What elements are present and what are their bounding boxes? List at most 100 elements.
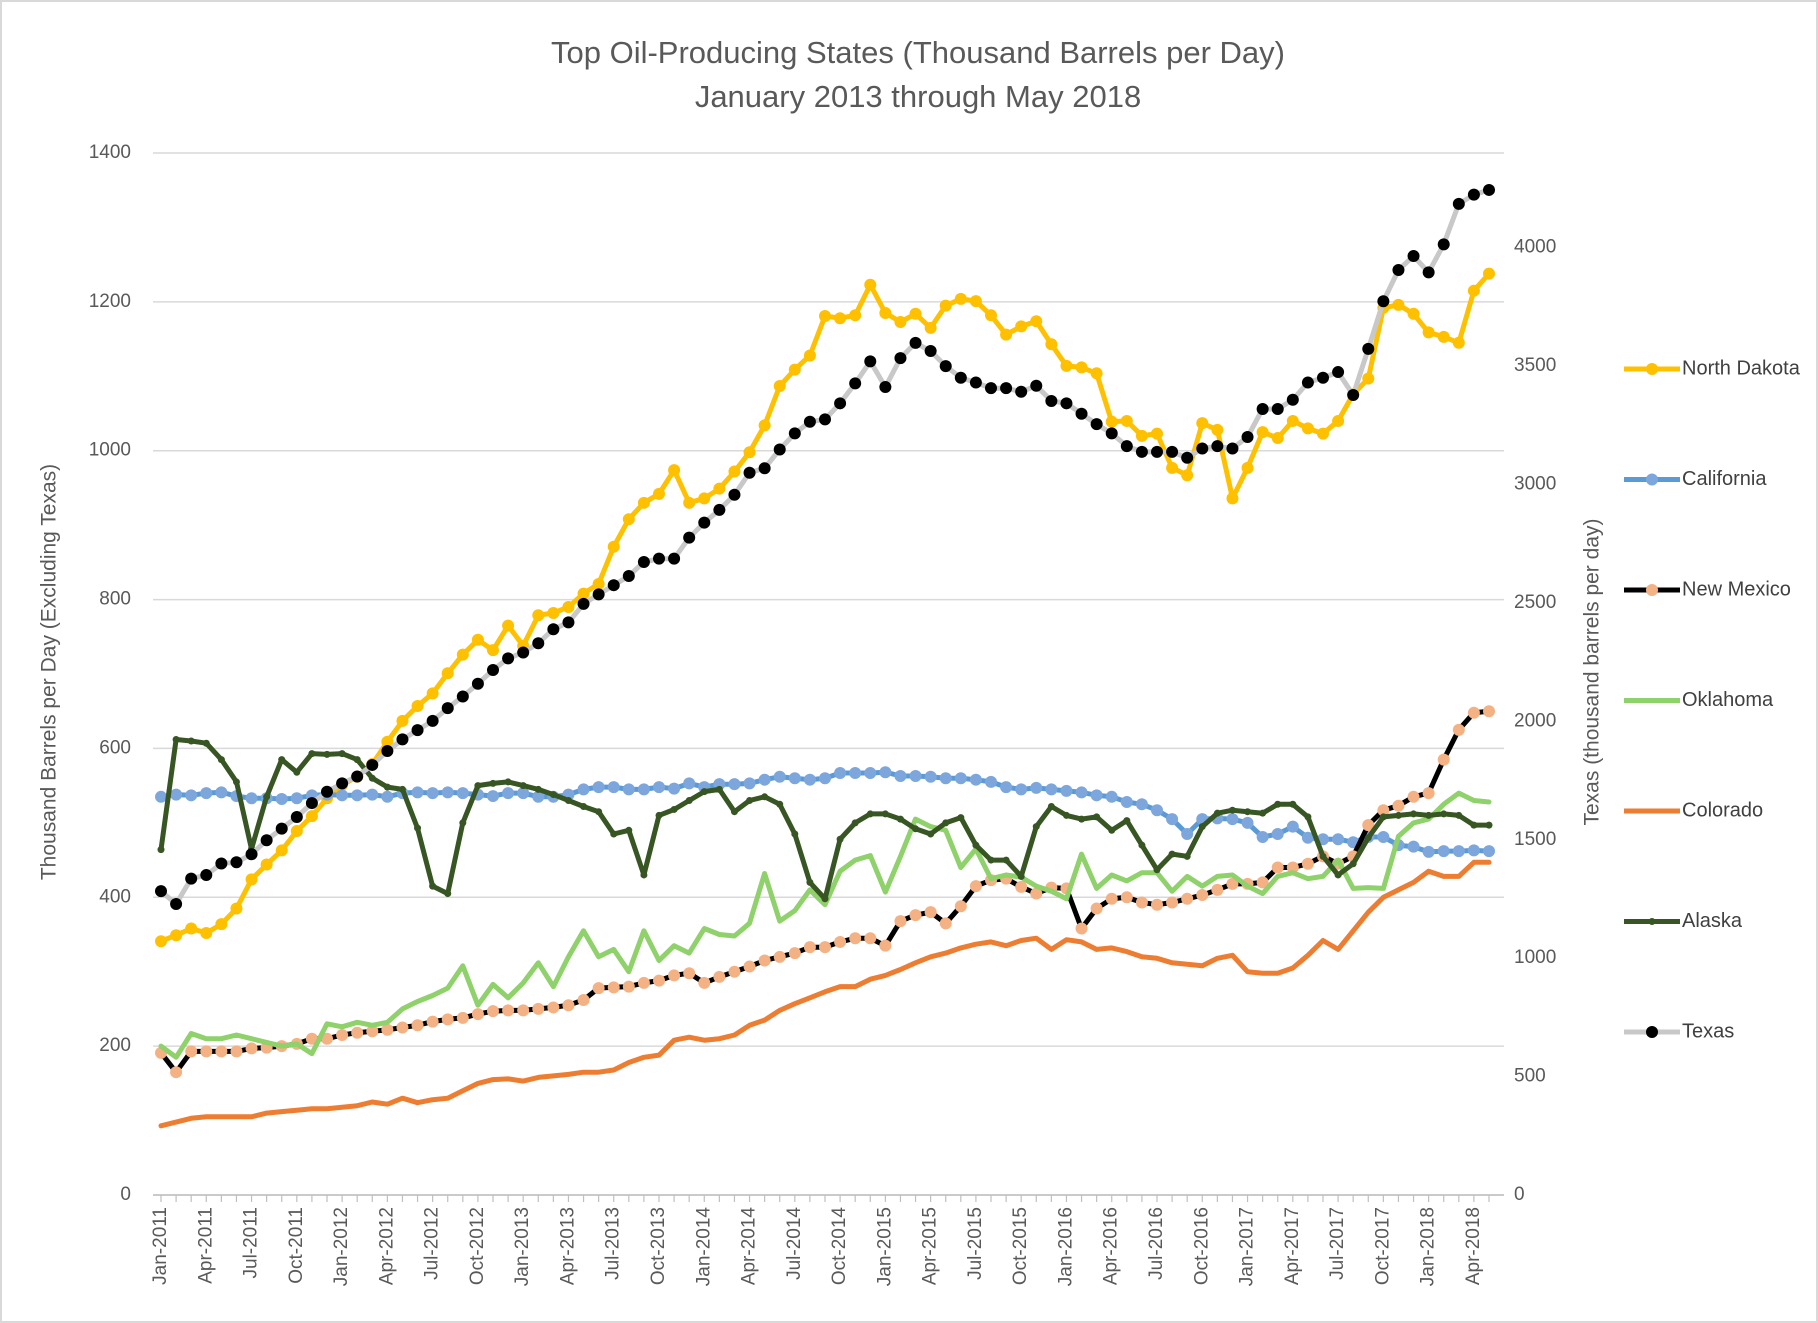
legend-label: Oklahoma: [1682, 689, 1774, 711]
series-marker: [1362, 372, 1375, 385]
series-marker: [1332, 366, 1345, 379]
series-marker: [607, 540, 620, 553]
series-marker: [1060, 784, 1073, 797]
series-marker: [487, 663, 499, 676]
series-marker: [200, 869, 213, 882]
series-marker: [338, 750, 346, 758]
series-marker: [185, 922, 198, 935]
series-marker: [245, 792, 258, 805]
series-marker: [1422, 845, 1435, 858]
series-marker: [185, 789, 198, 802]
series-marker: [1120, 891, 1133, 904]
series-marker: [1181, 892, 1194, 905]
series-marker: [864, 766, 877, 779]
series-marker: [1301, 857, 1314, 870]
series-marker: [1334, 871, 1342, 879]
series-marker: [834, 766, 847, 779]
series-marker: [456, 648, 469, 661]
legend-marker: [1646, 363, 1658, 375]
series-marker: [230, 856, 243, 869]
series-marker: [1211, 440, 1224, 453]
series-marker: [474, 782, 482, 790]
series-marker: [275, 822, 288, 835]
series-marker: [1181, 828, 1194, 841]
series-marker: [758, 773, 771, 786]
series-marker: [1120, 796, 1133, 809]
series-marker: [396, 714, 409, 727]
series-marker: [1000, 328, 1013, 341]
series-marker: [1000, 382, 1013, 395]
series-marker: [881, 810, 889, 818]
series-marker: [1045, 394, 1058, 407]
series-marker: [456, 690, 469, 703]
series-marker: [985, 775, 997, 788]
series-marker: [1452, 845, 1465, 858]
series-marker: [1120, 414, 1133, 427]
series-marker: [336, 789, 349, 802]
series-marker: [653, 552, 665, 565]
series-marker: [1392, 263, 1405, 276]
series-marker: [441, 786, 454, 799]
series-marker: [668, 969, 681, 982]
series-marker: [610, 830, 618, 838]
y-tick-label: 1000: [89, 440, 131, 461]
series-marker: [1379, 813, 1387, 821]
series-marker: [1271, 403, 1284, 416]
x-tick-label: Apr-2017: [1282, 1207, 1303, 1285]
series-marker: [278, 756, 286, 764]
series-marker: [381, 1023, 394, 1036]
series-marker: [894, 915, 907, 928]
series-marker: [1093, 813, 1101, 821]
y2-tick-label: 1000: [1514, 947, 1556, 968]
series-marker: [954, 292, 967, 305]
series-marker: [1120, 440, 1133, 453]
series-marker: [1470, 821, 1478, 829]
series-marker: [187, 737, 195, 745]
series-marker: [383, 783, 391, 791]
series-marker: [924, 321, 937, 334]
y-tick-label: 0: [120, 1184, 131, 1205]
series-marker: [1452, 723, 1465, 736]
series-marker: [580, 802, 588, 810]
series-marker: [1301, 831, 1314, 844]
series-marker: [894, 352, 907, 365]
series-marker: [819, 309, 831, 322]
series-marker: [683, 496, 696, 509]
series-marker: [1286, 414, 1299, 427]
x-tick-label: Apr-2013: [557, 1207, 578, 1285]
series-marker: [170, 929, 183, 942]
x-tick-label: Oct-2012: [467, 1207, 488, 1285]
chart-title: Top Oil-Producing States (Thousand Barre…: [551, 35, 1285, 70]
series-marker: [1347, 389, 1360, 402]
series-marker: [351, 1026, 364, 1039]
series-marker: [592, 982, 605, 995]
y2-tick-label: 2500: [1514, 592, 1556, 613]
series-marker: [1362, 342, 1375, 355]
series-marker: [396, 733, 409, 746]
series-marker: [773, 950, 786, 963]
series-marker: [230, 1045, 243, 1058]
series-marker: [1485, 821, 1493, 829]
series-marker: [215, 918, 228, 931]
series-marker: [972, 841, 980, 849]
series-marker: [939, 360, 952, 373]
series-marker: [1075, 361, 1088, 374]
series-marker: [275, 844, 288, 857]
series-marker: [414, 824, 422, 832]
series-marker: [954, 371, 967, 384]
series-marker: [1196, 417, 1209, 430]
series-marker: [1377, 295, 1390, 308]
series-marker: [245, 873, 258, 886]
series-marker: [1078, 815, 1086, 823]
series-marker: [954, 900, 967, 913]
series-marker: [1166, 896, 1179, 909]
series-marker: [1407, 250, 1420, 263]
series-marker: [1030, 887, 1043, 900]
series-marker: [653, 974, 665, 987]
series-marker: [305, 1032, 318, 1045]
series-marker: [308, 750, 316, 758]
series-marker: [368, 774, 376, 782]
series-marker: [864, 355, 877, 368]
series-marker: [1030, 315, 1043, 328]
series-marker: [1467, 844, 1480, 857]
